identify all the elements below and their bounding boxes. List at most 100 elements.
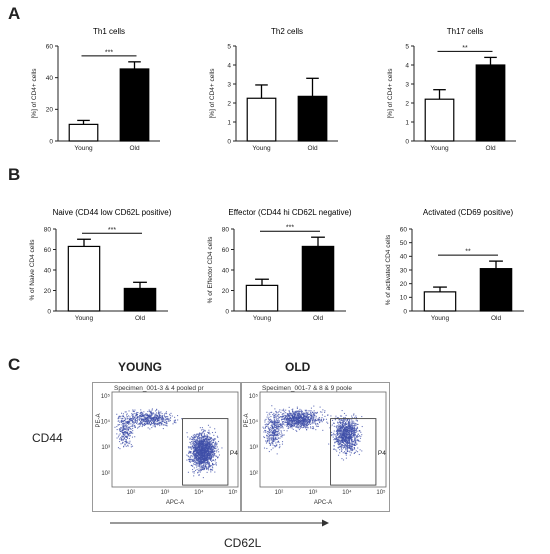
y-tick-label: 60	[44, 247, 52, 254]
y-tick-label: 3	[227, 81, 231, 88]
y-tick-label: 40	[400, 254, 408, 261]
chart-th17: Th17 cells 0 1 2 3 4 5 [%] of CD4+ cells Young Ol…	[376, 24, 536, 161]
flow-y-axis-name: PE-A	[244, 413, 250, 427]
chart-title: Th2 cells	[271, 27, 303, 36]
y-axis-label: % of Naive CD4 cells	[29, 239, 36, 301]
y-tick-label: 20	[400, 281, 408, 288]
chart-title: Th1 cells	[93, 27, 125, 36]
chart-title: Effector (CD44 hi CD62L negative)	[228, 208, 352, 217]
significance-label: ***	[105, 49, 113, 56]
bar-young	[68, 123, 99, 142]
y-axis-label: % of Effector CD4 cells	[207, 236, 214, 303]
flow-y-tick: 10³	[101, 445, 110, 451]
chart-effector: Effector (CD44 hi CD62L negative) 0 20 40 60…	[198, 205, 358, 338]
y-tick-label: 80	[222, 226, 230, 233]
bar-young	[423, 291, 457, 312]
flow-plot-area	[111, 391, 239, 488]
flow-events	[262, 405, 363, 461]
y-axis-label: [%] of CD4+ cells	[387, 68, 394, 119]
y-tick-label: 40	[46, 75, 54, 82]
flow-y-tick: 10⁵	[249, 393, 259, 400]
flow-plot-area	[259, 391, 387, 488]
y-tick-label: 20	[46, 107, 54, 114]
chart-title: Th17 cells	[447, 27, 483, 36]
flow-x-tick: 10⁵	[376, 489, 386, 496]
flow-y-tick: 10⁵	[101, 393, 111, 400]
bar-young	[67, 245, 101, 312]
y-tick-label: 0	[403, 308, 407, 315]
y-tick-label: 2	[405, 100, 409, 107]
flow-y-tick: 10²	[249, 471, 258, 477]
y-tick-label: 0	[47, 308, 51, 315]
chart-svg: Th2 cells 0 1 2 3 4 5 [%] of CD4+ cells Young Old	[209, 27, 338, 152]
flow-frame	[92, 382, 242, 512]
y-tick-label: 0	[225, 308, 229, 315]
flow-title-old: OLD	[285, 360, 311, 374]
bar-old	[297, 95, 328, 142]
flow-x-tick: 10⁴	[342, 489, 352, 496]
chart-svg: Naive (CD44 low CD62L positive) 0 20 40 60 80…	[29, 208, 172, 322]
bar-old	[123, 287, 157, 312]
bar-young	[246, 97, 277, 142]
chart-svg: Th1 cells 0 20 40 60 [%] of CD4+ cells Young Ol…	[31, 27, 160, 152]
y-tick-label: 10	[400, 295, 408, 302]
y-tick-label: 60	[46, 43, 54, 50]
flow-x-tick: 10²	[127, 490, 136, 496]
y-tick-label: 0	[227, 138, 231, 145]
category-label: Young	[430, 145, 449, 152]
chart-activated: Activated (CD69 positive) 0 10 20 30 40 50 60 % …	[376, 205, 536, 338]
chart-th1: Th1 cells 0 20 40 60 [%] of CD4+ cells Young Ol…	[20, 24, 180, 161]
y-axis-label: % of activated CD4 cells	[385, 234, 392, 305]
flow-x-tick: 10⁴	[194, 489, 204, 496]
y-tick-label: 60	[400, 226, 408, 233]
flow-y-tick: 10³	[249, 445, 258, 451]
chart-th2: Th2 cells 0 1 2 3 4 5 [%] of CD4+ cells Young Old	[198, 24, 358, 161]
flow-y-tick: 10⁴	[101, 418, 111, 425]
flow-x-marker: CD62L	[224, 536, 262, 550]
flow-gate	[182, 418, 229, 486]
y-tick-label: 40	[44, 267, 52, 274]
flow-y-axis-name: PE-A	[96, 413, 102, 427]
flow-plot-old: Specimen_001-7 & 8 & 9 poole P4 10² 10³ 10⁴ 1…	[240, 382, 390, 517]
y-tick-label: 20	[44, 288, 52, 295]
flow-x-axis-name: APC-A	[314, 500, 332, 506]
chart-title: Naive (CD44 low CD62L positive)	[53, 208, 172, 217]
y-tick-label: 20	[222, 288, 230, 295]
flow-x-tick: 10³	[309, 490, 318, 496]
y-tick-label: 1	[405, 119, 409, 126]
y-tick-label: 5	[405, 43, 409, 50]
significance-label: ***	[108, 227, 116, 234]
flow-y-marker: CD44	[32, 431, 63, 445]
flow-y-tick: 10²	[101, 471, 110, 477]
y-tick-label: 4	[227, 62, 231, 69]
y-axis-label: [%] of CD4+ cells	[31, 68, 38, 119]
chart-svg: Th17 cells 0 1 2 3 4 5 [%] of CD4+ cells Young Ol…	[387, 27, 516, 152]
category-label: Old	[135, 315, 146, 322]
category-label: Young	[252, 145, 271, 152]
bar-young	[245, 284, 279, 312]
flow-y-tick: 10⁴	[249, 418, 259, 425]
flow-x-tick: 10³	[161, 490, 170, 496]
y-tick-label: 40	[222, 267, 230, 274]
y-tick-label: 4	[405, 62, 409, 69]
y-tick-label: 5	[227, 43, 231, 50]
y-tick-label: 60	[222, 247, 230, 254]
y-tick-label: 30	[400, 267, 408, 274]
flow-x-axis-name: APC-A	[166, 500, 184, 506]
y-tick-label: 2	[227, 100, 231, 107]
category-label: Old	[313, 315, 324, 322]
y-tick-label: 0	[405, 138, 409, 145]
significance-label: **	[462, 45, 468, 52]
flow-specimen-title: Specimen_001-7 & 8 & 9 poole	[262, 385, 352, 392]
y-tick-label: 80	[44, 226, 52, 233]
flow-gate-label: P4	[230, 450, 238, 457]
y-tick-label: 3	[405, 81, 409, 88]
flow-specimen-title: Specimen_001-3 & 4 pooled pr	[114, 385, 204, 392]
category-label: Old	[491, 315, 502, 322]
flow-svg: Specimen_001-3 & 4 pooled pr P4 10² 10³ 10⁴ 1…	[92, 382, 242, 512]
y-axis-label: [%] of CD4+ cells	[209, 68, 216, 119]
significance-label: ***	[286, 225, 294, 232]
flow-title-young: YOUNG	[118, 360, 163, 374]
y-tick-label: 1	[227, 119, 231, 126]
y-tick-label: 50	[400, 240, 408, 247]
